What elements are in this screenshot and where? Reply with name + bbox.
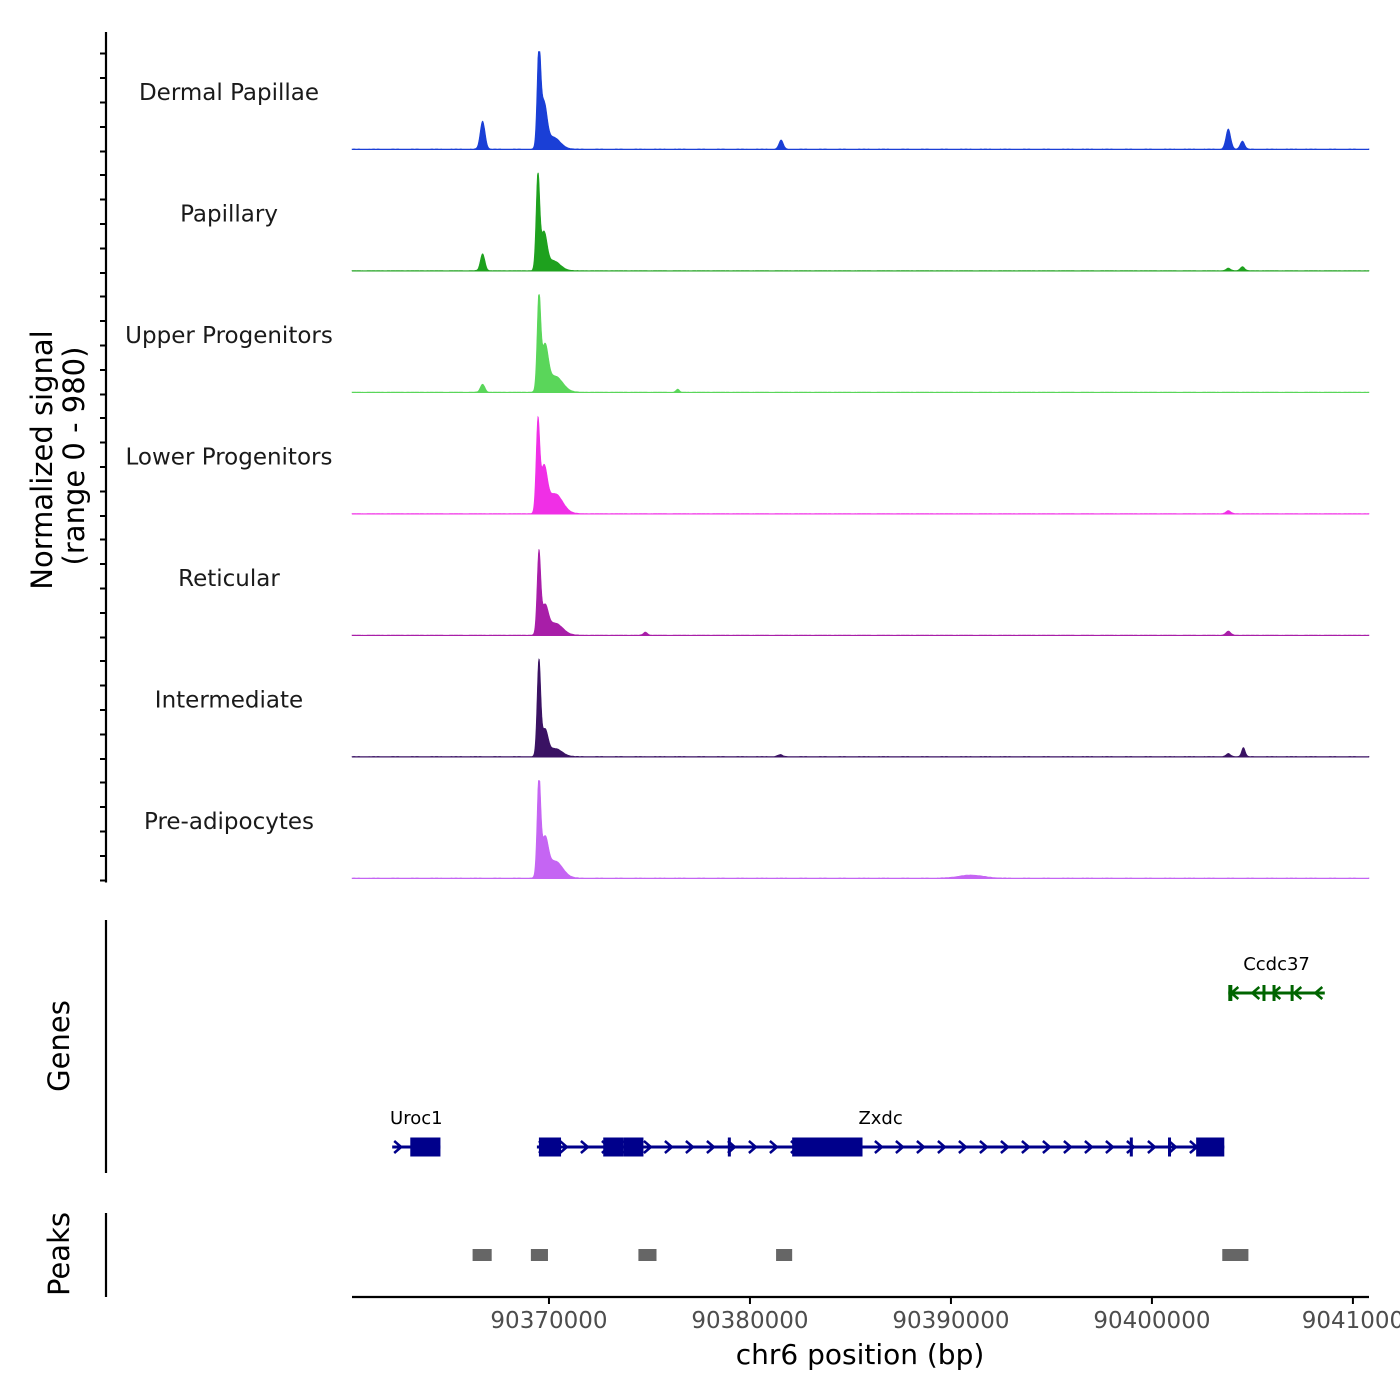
gene-exon bbox=[410, 1137, 441, 1157]
strand-arrow bbox=[1084, 1140, 1094, 1154]
track-label-lower-progenitors: Lower Progenitors bbox=[126, 445, 333, 471]
peak-region-2 bbox=[530, 1249, 548, 1261]
strand-arrow bbox=[1063, 1140, 1073, 1154]
strand-arrow bbox=[1126, 1140, 1136, 1154]
peak-region-4 bbox=[776, 1249, 793, 1261]
track-label-pre-adipocytes: Pre-adipocytes bbox=[144, 809, 314, 835]
gene-exon bbox=[538, 1137, 562, 1157]
gene-exon bbox=[1228, 985, 1233, 1001]
signal-area-pre-adipocytes bbox=[351, 780, 1370, 879]
gene-exon bbox=[623, 1137, 644, 1157]
peak-region-1 bbox=[472, 1249, 492, 1261]
strand-arrow bbox=[958, 1140, 968, 1154]
x-tick-label: 90380000 bbox=[691, 1308, 808, 1334]
signal-area-upper-progenitors bbox=[351, 294, 1370, 393]
strand-arrow bbox=[1105, 1140, 1115, 1154]
strand-arrow bbox=[916, 1140, 926, 1154]
gene-ccdc37: Ccdc37 bbox=[1228, 954, 1325, 1001]
x-axis-label: chr6 position (bp) bbox=[736, 1338, 985, 1371]
x-tick-label: 9041000 bbox=[1302, 1308, 1400, 1334]
gene-label-zxdc: Zxdc bbox=[858, 1108, 902, 1129]
track-dermal-papillae: Dermal Papillae bbox=[139, 51, 1370, 150]
track-label-reticular: Reticular bbox=[178, 566, 280, 592]
signal-area-papillary bbox=[351, 172, 1370, 272]
strand-arrow bbox=[1168, 1140, 1178, 1154]
gene-label-uroc1: Uroc1 bbox=[390, 1108, 443, 1129]
gene-label-ccdc37: Ccdc37 bbox=[1243, 954, 1310, 975]
strand-arrow bbox=[685, 1140, 695, 1154]
genes-track-label: Genes bbox=[42, 1000, 76, 1092]
gene-exon bbox=[792, 1137, 863, 1157]
gene-exon bbox=[1168, 1137, 1172, 1157]
peak-region-3 bbox=[638, 1249, 657, 1261]
track-label-papillary: Papillary bbox=[180, 202, 278, 228]
track-reticular: Reticular bbox=[178, 549, 1370, 636]
signal-area-lower-progenitors bbox=[351, 415, 1370, 515]
peak-region-5 bbox=[1222, 1249, 1249, 1261]
gene-uroc1: Uroc1 bbox=[390, 1108, 443, 1157]
track-pre-adipocytes: Pre-adipocytes bbox=[144, 780, 1370, 879]
gene-exon bbox=[1196, 1137, 1225, 1157]
strand-arrow bbox=[1313, 986, 1324, 1000]
track-lower-progenitors: Lower Progenitors bbox=[126, 415, 1370, 515]
track-upper-progenitors: Upper Progenitors bbox=[125, 294, 1370, 393]
strand-arrow bbox=[1000, 1140, 1010, 1154]
strand-arrow bbox=[643, 1140, 653, 1154]
strand-arrow bbox=[706, 1140, 716, 1154]
peaks-track bbox=[104, 1213, 1249, 1297]
strand-arrow bbox=[559, 1140, 569, 1154]
strand-arrow bbox=[580, 1140, 590, 1154]
strand-arrow bbox=[1292, 986, 1303, 1000]
gene-exon bbox=[1262, 985, 1266, 1001]
x-axis: 90370000 90380000 90390000 90400000 9041000 bbox=[352, 1295, 1400, 1334]
strand-arrow bbox=[874, 1140, 884, 1154]
track-label-upper-progenitors: Upper Progenitors bbox=[125, 323, 333, 349]
strand-arrow bbox=[1042, 1140, 1052, 1154]
x-tick-label: 90390000 bbox=[892, 1308, 1009, 1334]
genes-track: Uroc1 Zxdc Ccdc37 bbox=[104, 920, 1325, 1173]
gene-exon bbox=[727, 1137, 731, 1157]
coverage-tracks: Dermal Papillae Papillary Upper Progenitor… bbox=[125, 51, 1370, 879]
strand-arrow bbox=[979, 1140, 989, 1154]
strand-arrow bbox=[1147, 1140, 1157, 1154]
x-tick-label: 90400000 bbox=[1093, 1308, 1210, 1334]
strand-arrow bbox=[393, 1140, 404, 1154]
gene-exon bbox=[603, 1137, 624, 1157]
track-label-intermediate: Intermediate bbox=[155, 688, 303, 714]
strand-arrow bbox=[895, 1140, 905, 1154]
strand-arrow bbox=[769, 1140, 779, 1154]
gene-exon bbox=[1290, 985, 1294, 1001]
signal-area-dermal-papillae bbox=[351, 51, 1370, 150]
strand-arrow bbox=[664, 1140, 674, 1154]
gene-exon bbox=[1272, 985, 1276, 1001]
gene-exon bbox=[1129, 1137, 1133, 1157]
track-papillary: Papillary bbox=[180, 172, 1370, 272]
coverage-y-axis bbox=[100, 32, 108, 883]
signal-area-intermediate bbox=[351, 658, 1370, 758]
x-tick-label: 90370000 bbox=[490, 1308, 607, 1334]
gene-zxdc: Zxdc bbox=[536, 1108, 1225, 1157]
y-axis-label: Normalized signal bbox=[25, 330, 59, 589]
y-axis-range-label: (range 0 - 980) bbox=[57, 347, 91, 566]
signal-area-reticular bbox=[351, 549, 1370, 636]
strand-arrow bbox=[937, 1140, 947, 1154]
peaks-track-label: Peaks bbox=[42, 1212, 76, 1296]
strand-arrow bbox=[748, 1140, 758, 1154]
track-label-dermal-papillae: Dermal Papillae bbox=[139, 80, 319, 106]
strand-arrow bbox=[1250, 986, 1261, 1000]
track-intermediate: Intermediate bbox=[155, 658, 1370, 758]
strand-arrow bbox=[1021, 1140, 1031, 1154]
